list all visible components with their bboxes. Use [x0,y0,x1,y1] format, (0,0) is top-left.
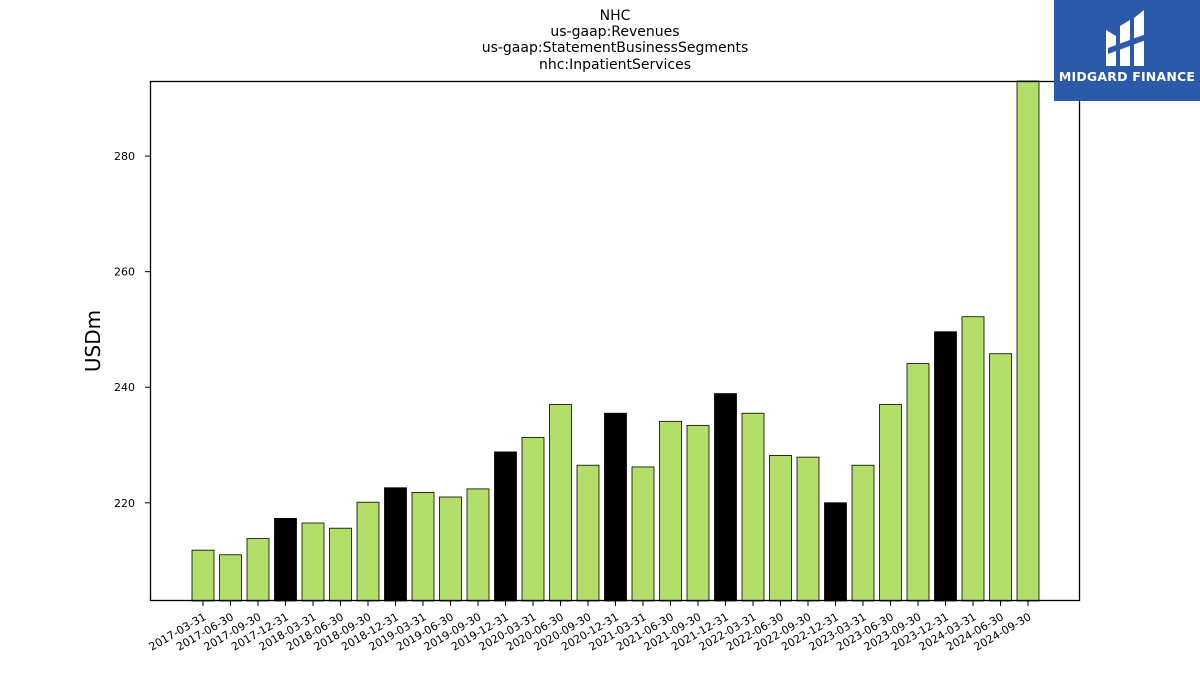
title-line-3: us-gaap:StatementBusinessSegments [482,40,749,56]
bar-2021-06-30 [659,420,682,602]
bar-2018-03-31 [301,522,325,602]
y-axis: 220 240 260 280 [114,150,150,510]
bar-2022-06-30 [769,454,792,602]
bar-2019-09-30 [466,488,490,602]
bar-2024-09-30 [1016,80,1040,602]
bar-2017-12-31 [274,517,297,602]
bar-2020-09-30 [576,464,600,602]
bar-2017-03-31 [191,549,215,602]
bar-2018-09-30 [356,501,380,602]
chart-title: NHC us-gaap:Revenues us-gaap:StatementBu… [482,8,749,73]
plot-frame [149,80,1081,602]
bar-2018-12-31 [384,487,407,602]
bar-2020-06-30 [549,404,572,602]
y-tick-label: 220 [114,497,135,510]
y-tick-label: 240 [114,381,135,394]
brand-logo: MIDGARD FINANCE [1054,0,1200,101]
bar-2024-03-31 [961,316,985,602]
bar-2020-12-31 [604,412,627,602]
bar-2017-06-30 [219,554,242,602]
bar-2021-12-31 [714,393,737,602]
title-line-1: NHC [600,8,631,24]
bar-2024-06-30 [989,353,1012,602]
brand-name: MIDGARD FINANCE [1058,69,1196,84]
bar-2020-03-31 [521,437,545,602]
bar-2017-09-30 [246,538,270,602]
bar-2023-06-30 [879,404,902,602]
bar-2021-09-30 [686,424,710,602]
bar-2023-03-31 [851,464,875,602]
x-axis: 2017-03-312017-06-302017-09-302017-12-31… [147,601,1034,654]
bar-2019-12-31 [494,451,517,602]
y-axis-label: USDm [81,310,105,372]
logo-mark-icon [1106,10,1146,66]
y-tick-label: 260 [114,266,135,279]
y-tick-label: 280 [114,150,135,163]
bar-2019-06-30 [439,496,462,602]
title-line-4: nhc:InpatientServices [539,57,691,73]
bar-2021-03-31 [631,466,655,602]
title-line-2: us-gaap:Revenues [550,24,679,40]
bar-2022-09-30 [796,456,820,602]
bar-2022-12-31 [824,502,847,602]
bar-2023-12-31 [934,331,957,602]
bar-group [191,80,1040,602]
bar-2018-06-30 [329,527,352,602]
bar-2023-09-30 [906,363,930,602]
bar-2019-03-31 [411,491,435,602]
bar-2022-03-31 [741,412,765,602]
